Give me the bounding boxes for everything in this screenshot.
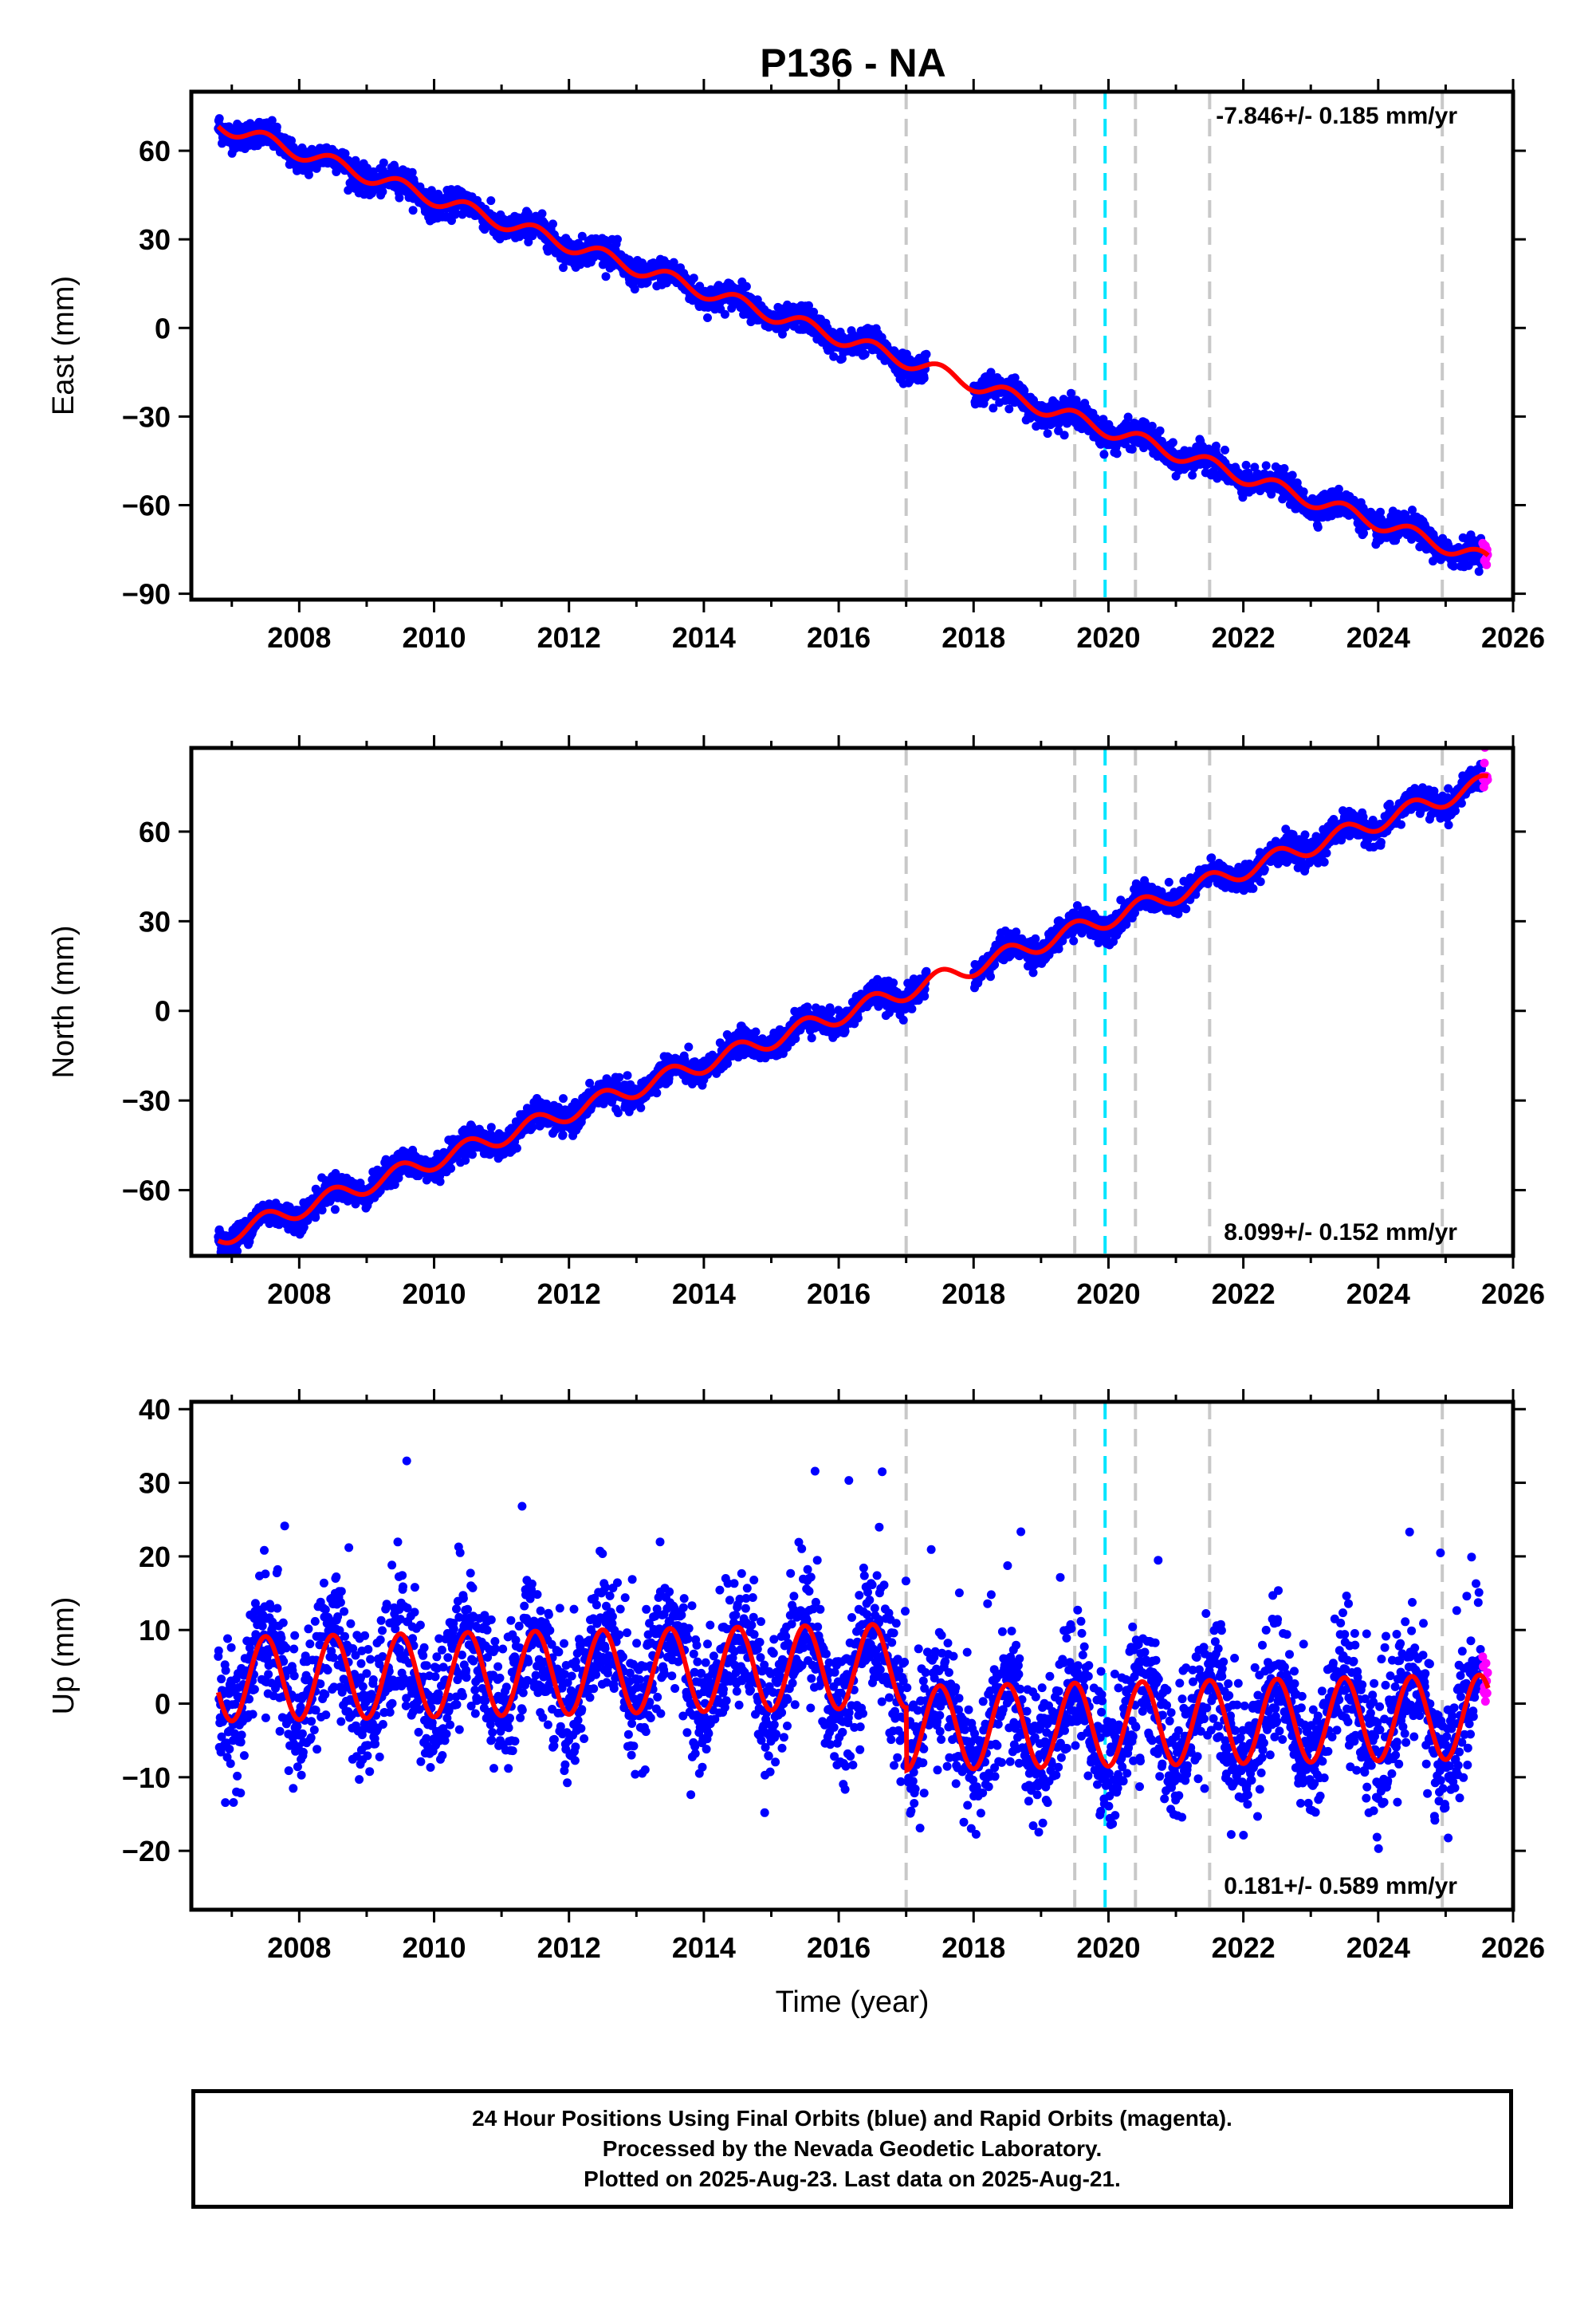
y-tick-label: 30 — [139, 223, 171, 256]
final-orbit-point — [689, 274, 698, 283]
y-tick-label: −90 — [122, 578, 171, 611]
x-tick-label: 2020 — [1076, 621, 1140, 654]
north-panel: 2008 2010 2012 2014 2016 2018 2020 2022 2024 2026… — [47, 735, 1545, 1310]
final-orbit-point — [652, 1088, 662, 1098]
final-orbit-point — [1221, 445, 1229, 455]
final-orbit-point — [559, 1094, 568, 1104]
y-axis-label: East (mm) — [47, 276, 81, 415]
final-orbit-point — [214, 114, 224, 124]
final-orbit-point — [703, 313, 712, 322]
final-orbit-point — [1188, 470, 1197, 480]
final-orbit-point — [1168, 438, 1177, 447]
final-orbit-point — [395, 193, 404, 203]
final-orbit-point — [1241, 460, 1251, 470]
final-orbit-point — [1211, 441, 1221, 451]
final-orbit-point — [684, 1042, 694, 1052]
final-orbit-point — [829, 352, 839, 361]
final-orbit-point — [615, 1072, 624, 1082]
final-orbit-point — [623, 1071, 632, 1080]
final-orbit-point — [751, 1027, 761, 1037]
x-tick-label: 2024 — [1346, 621, 1410, 654]
final-orbit-point — [486, 196, 496, 206]
x-tick-label: 2012 — [537, 621, 601, 654]
final-orbit-point — [537, 209, 547, 218]
final-orbit-point — [407, 167, 417, 177]
final-orbit-point — [807, 1033, 816, 1043]
y-tick-label: −60 — [122, 489, 171, 521]
final-orbit-point — [344, 186, 353, 195]
final-orbit-point — [468, 1150, 477, 1159]
final-orbit-point — [378, 187, 387, 196]
final-orbit-point — [1099, 450, 1109, 459]
final-orbit-point — [267, 116, 277, 125]
final-orbit-point — [1261, 461, 1271, 470]
final-orbit-point — [524, 238, 533, 246]
x-tick-label: 2018 — [941, 621, 1005, 654]
final-orbit-point — [1155, 426, 1165, 435]
final-orbit-point — [548, 219, 557, 229]
east-panel: 2008 2010 2012 2014 2016 2018 2020 2022 2024 2026… — [47, 79, 1545, 654]
final-orbit-point — [317, 1206, 327, 1215]
final-orbit-point — [528, 1123, 537, 1132]
final-orbit-point — [720, 309, 729, 319]
x-tick-label: 2010 — [402, 621, 466, 654]
final-orbit-point — [922, 349, 931, 359]
final-orbit-point — [804, 301, 813, 310]
chart-title: P136 - NA — [760, 41, 945, 85]
final-orbit-point — [435, 1177, 445, 1187]
final-orbit-point — [362, 163, 371, 173]
final-orbit-point — [559, 263, 568, 273]
final-orbit-point — [272, 122, 281, 132]
final-orbit-point — [577, 231, 587, 241]
final-orbit-point — [613, 234, 622, 244]
y-tick-label: 0 — [155, 312, 171, 344]
final-orbit-point — [727, 304, 737, 313]
final-orbit-point — [340, 149, 350, 159]
x-tick-label: 2026 — [1481, 621, 1545, 654]
final-orbit-point — [446, 1163, 456, 1173]
final-orbit-point — [860, 349, 870, 359]
final-orbit-point — [1313, 522, 1323, 532]
x-tick-label: 2008 — [267, 621, 331, 654]
velocity-annotation: -7.846+/- 0.185 mm/yr — [1216, 103, 1457, 129]
x-tick-label: 2022 — [1212, 621, 1276, 654]
final-orbit-point — [826, 1007, 835, 1017]
final-orbit-point — [1112, 449, 1122, 458]
final-orbit-point — [1280, 464, 1289, 473]
final-orbit-point — [1043, 429, 1052, 439]
scatter-points — [214, 748, 1492, 1256]
x-tick-label: 2016 — [807, 621, 871, 654]
final-orbit-point — [379, 158, 388, 167]
final-orbit-point — [1059, 431, 1069, 440]
y-tick-label: −30 — [122, 400, 171, 433]
final-orbit-point — [778, 329, 787, 339]
final-orbit-point — [1287, 470, 1297, 480]
final-orbit-point — [486, 1123, 496, 1132]
final-orbit-point — [1474, 567, 1484, 577]
final-orbit-point — [330, 1205, 340, 1214]
final-orbit-point — [636, 1103, 646, 1112]
final-orbit-point — [408, 206, 418, 215]
final-orbit-point — [512, 1143, 521, 1153]
final-orbit-point — [919, 373, 929, 383]
final-orbit-point — [450, 210, 460, 219]
rapid-orbit-point — [1482, 560, 1492, 569]
final-orbit-point — [558, 1130, 568, 1139]
final-orbit-point — [741, 281, 751, 291]
y-tick-label: 60 — [139, 135, 171, 167]
final-orbit-point — [287, 136, 296, 145]
final-orbit-point — [601, 272, 611, 281]
final-orbit-point — [630, 285, 639, 294]
x-tick-label: 2014 — [672, 621, 736, 654]
final-orbit-point — [669, 258, 678, 267]
